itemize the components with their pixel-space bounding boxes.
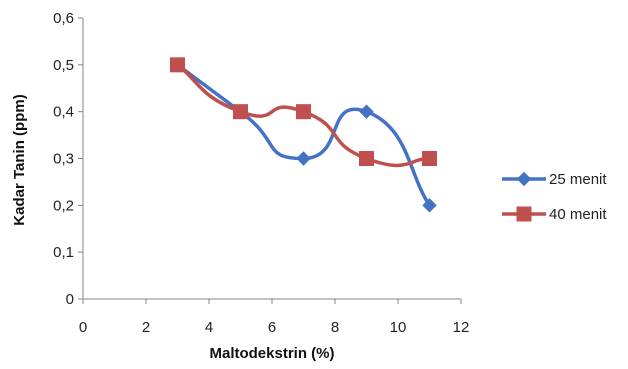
y-tick-label: 0,5	[53, 57, 74, 74]
x-tick-label: 0	[79, 319, 87, 336]
legend-marker	[516, 206, 532, 222]
y-tick-label: 0,1	[53, 244, 74, 261]
legend-label: 25 menit	[549, 171, 607, 188]
x-axis-ticks: 0 2 4 6 8 10 12	[79, 299, 470, 336]
data-point-diamond	[359, 104, 374, 119]
data-point-square	[170, 57, 185, 73]
x-tick-label: 10	[390, 319, 407, 336]
data-point-square	[359, 151, 374, 166]
series-1	[170, 57, 437, 213]
y-tick-label: 0,6	[53, 10, 74, 27]
y-axis-title: Kadar Tanin (ppm)	[11, 94, 28, 225]
y-tick-label: 0,2	[53, 197, 74, 214]
plot-area: 0 0,1 0,2 0,3 0,4 0,5 0,6 0 2 4 6 8 10 12	[53, 10, 469, 336]
data-point-square	[296, 104, 311, 120]
x-tick-label: 6	[268, 319, 276, 336]
data-point-square	[422, 151, 437, 166]
series-2	[170, 57, 437, 168]
legend-item: 25 menit	[502, 171, 607, 188]
y-tick-label: 0	[66, 291, 74, 308]
data-point-diamond	[422, 198, 437, 213]
legend-item: 40 menit	[502, 206, 607, 223]
x-tick-label: 4	[205, 319, 213, 336]
x-tick-label: 12	[453, 319, 470, 336]
y-tick-label: 0,3	[53, 151, 74, 168]
legend-marker	[516, 171, 532, 187]
legend: 25 menit 40 menit	[502, 171, 607, 223]
x-tick-label: 8	[331, 319, 339, 336]
legend-label: 40 menit	[549, 206, 607, 223]
data-point-diamond	[296, 151, 311, 166]
y-axis-ticks: 0 0,1 0,2 0,3 0,4 0,5 0,6	[53, 10, 83, 308]
series-layer	[170, 57, 437, 213]
x-axis-title: Maltodekstrin (%)	[209, 345, 334, 362]
y-tick-label: 0,4	[53, 104, 74, 121]
data-point-square	[233, 104, 248, 120]
series-line	[175, 63, 432, 208]
x-tick-label: 2	[142, 319, 150, 336]
